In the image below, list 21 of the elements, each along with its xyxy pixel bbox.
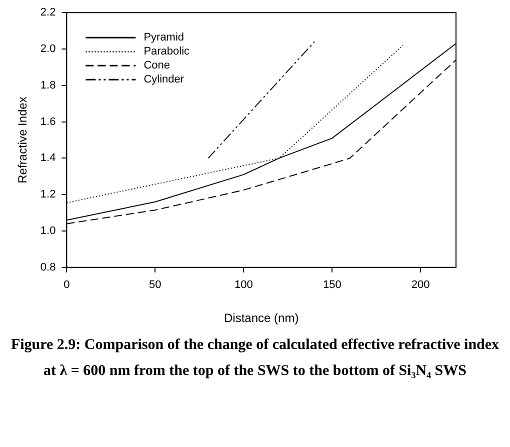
legend-label: Pyramid [144,32,184,44]
y-tick-label: 1.6 [40,116,56,128]
y-tick-label: 2.2 [40,6,56,19]
text: at λ = 600 nm from the top of the SWS to the bottom of Si₃N₄ SWS [42,362,468,381]
x-axis-title: Distance (nm) [224,311,299,326]
y-tick-label: 1.2 [40,188,56,201]
y-tick-label: 0.8 [40,261,56,274]
x-tick-label: 50 [149,279,162,292]
x-tick-label: 100 [234,279,253,292]
y-tick-label: 1.8 [40,79,56,92]
y-tick-label: 1.0 [40,225,56,238]
legend-label: Parabolic [144,46,190,58]
legend-label: Cylinder [144,74,184,86]
x-tick-label: 200 [411,279,430,292]
y-axis-title: Refractive Index [16,96,30,184]
y-tick-label: 2.0 [40,43,56,56]
x-tick-label: 150 [322,279,342,292]
x-tick-label: 0 [64,279,70,292]
y-tick-label: 1.4 [40,152,56,164]
caption: Figure 2.9: Comparison of the change of calculated effective refractive index [10,336,500,355]
legend-label: Cone [144,60,170,72]
